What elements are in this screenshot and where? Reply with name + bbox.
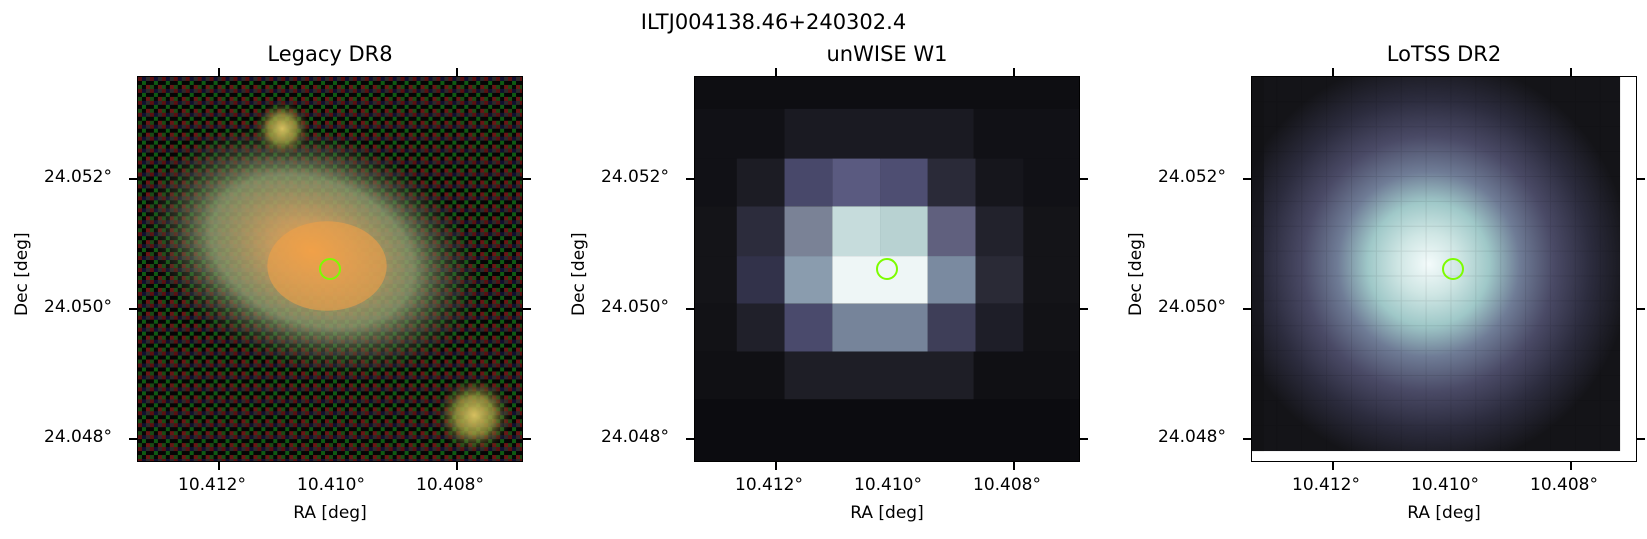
- ytick-left: [686, 308, 694, 310]
- axes-lotss: [1251, 76, 1637, 462]
- xtick-top: [1570, 68, 1572, 76]
- x-axis-label: RA [deg]: [850, 503, 924, 523]
- y-axis-label: Dec [deg]: [1126, 232, 1146, 316]
- x-axis-label: RA [deg]: [293, 503, 367, 523]
- xtick-label: 10.412°: [178, 475, 246, 495]
- xtick-label: 10.412°: [1292, 475, 1360, 495]
- y-axis-label: Dec [deg]: [12, 232, 32, 316]
- source-marker-circle-icon: [319, 258, 341, 280]
- ytick-label: 24.048°: [44, 427, 112, 447]
- xtick-label: 10.408°: [1530, 475, 1598, 495]
- ytick-right: [523, 178, 531, 180]
- xtick-label: 10.410°: [297, 475, 365, 495]
- xtick-top: [218, 68, 220, 76]
- ytick-label: 24.050°: [44, 297, 112, 317]
- ytick-left: [1243, 308, 1251, 310]
- y-axis-label: Dec [deg]: [569, 232, 589, 316]
- axes-legacy: [137, 76, 523, 462]
- legacy-optical-image: [138, 77, 522, 461]
- panel-title-lotss: LoTSS DR2: [1386, 42, 1502, 66]
- unwise-w1-image: [695, 77, 1079, 461]
- ytick-right: [1637, 178, 1645, 180]
- ytick-label: 24.052°: [601, 167, 669, 187]
- xtick-label: 10.410°: [1411, 475, 1479, 495]
- source-marker-circle-icon: [1442, 258, 1464, 280]
- ytick-right: [1080, 178, 1088, 180]
- ytick-label: 24.052°: [44, 167, 112, 187]
- xtick-bottom: [1570, 462, 1572, 470]
- x-axis-label: RA [deg]: [1407, 503, 1481, 523]
- panel-title-unwise: unWISE W1: [826, 42, 948, 66]
- xtick-top: [456, 68, 458, 76]
- ytick-label: 24.050°: [1158, 297, 1226, 317]
- ytick-left: [1243, 178, 1251, 180]
- ytick-label: 24.052°: [1158, 167, 1226, 187]
- panel-title-legacy: Legacy DR8: [267, 42, 393, 66]
- xtick-bottom: [218, 462, 220, 470]
- ytick-right: [523, 438, 531, 440]
- figure-suptitle: ILTJ004138.46+240302.4: [640, 10, 907, 34]
- xtick-label: 10.410°: [854, 475, 922, 495]
- lotss-radio-image: [1252, 77, 1621, 452]
- ytick-label: 24.050°: [601, 297, 669, 317]
- xtick-bottom: [1013, 462, 1015, 470]
- xtick-label: 10.412°: [735, 475, 803, 495]
- xtick-bottom: [775, 462, 777, 470]
- ytick-left: [129, 178, 137, 180]
- ytick-left: [686, 438, 694, 440]
- xtick-label: 10.408°: [973, 475, 1041, 495]
- ytick-left: [1243, 438, 1251, 440]
- ytick-right: [1637, 308, 1645, 310]
- ytick-right: [1080, 438, 1088, 440]
- xtick-bottom: [456, 462, 458, 470]
- source-marker-circle-icon: [876, 258, 898, 280]
- axes-unwise: [694, 76, 1080, 462]
- xtick-label: 10.408°: [416, 475, 484, 495]
- ytick-right: [523, 308, 531, 310]
- ytick-left: [686, 178, 694, 180]
- ytick-left: [129, 308, 137, 310]
- xtick-top: [1013, 68, 1015, 76]
- xtick-top: [1332, 68, 1334, 76]
- ytick-label: 24.048°: [601, 427, 669, 447]
- xtick-top: [775, 68, 777, 76]
- ytick-right: [1080, 308, 1088, 310]
- xtick-bottom: [1332, 462, 1334, 470]
- ytick-label: 24.048°: [1158, 427, 1226, 447]
- ytick-left: [129, 438, 137, 440]
- ytick-right: [1637, 438, 1645, 440]
